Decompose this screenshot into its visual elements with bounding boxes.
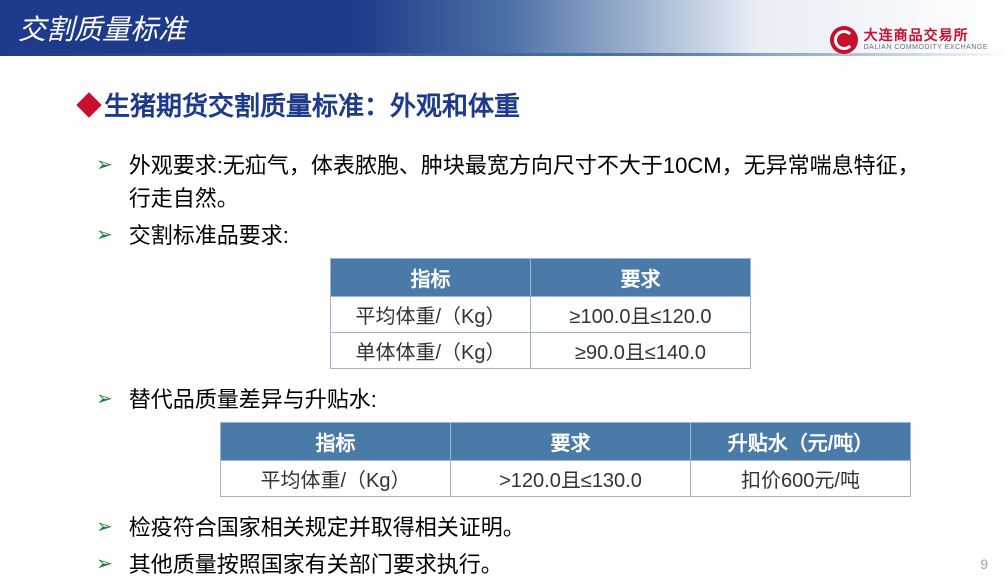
bullet-quarantine: ➢ 检疫符合国家相关规定并取得相关证明。 — [96, 511, 938, 544]
table-header-row: 指标 要求 — [331, 259, 751, 297]
bullet-text: 外观要求:无疝气，体表脓胞、肿块最宽方向尺寸不大于10CM，无异常喘息特征，行走… — [129, 149, 938, 215]
slide-content: 生猪期货交割质量标准：外观和体重 ➢ 外观要求:无疝气，体表脓胞、肿块最宽方向尺… — [0, 56, 1008, 581]
bullet-substitute: ➢ 替代品质量差异与升贴水: — [96, 383, 938, 416]
logo-english: DALIAN COMMODITY EXCHANGE — [864, 44, 988, 52]
table-row: 平均体重/（Kg） ≥100.0且≤120.0 — [331, 297, 751, 333]
table-cell: 扣价600元/吨 — [691, 461, 911, 497]
table-header: 升贴水（元/吨） — [691, 423, 911, 461]
arrow-icon: ➢ — [96, 222, 113, 247]
table-header-row: 指标 要求 升贴水（元/吨） — [221, 423, 911, 461]
bullet-text: 替代品质量差异与升贴水: — [129, 383, 377, 416]
table-cell: >120.0且≤130.0 — [451, 461, 691, 497]
substitute-table: 指标 要求 升贴水（元/吨） 平均体重/（Kg） >120.0且≤130.0 扣… — [220, 422, 911, 497]
arrow-icon: ➢ — [96, 152, 113, 177]
section-title-text: 生猪期货交割质量标准：外观和体重 — [104, 86, 520, 123]
table-header: 指标 — [331, 259, 531, 297]
header-title: 交割质量标准 — [0, 8, 186, 48]
table-header: 指标 — [221, 423, 451, 461]
table-cell: ≥90.0且≤140.0 — [531, 333, 751, 369]
bullet-other: ➢ 其他质量按照国家有关部门要求执行。 — [96, 548, 938, 581]
table-cell: ≥100.0且≤120.0 — [531, 297, 751, 333]
slide-header: 交割质量标准 大连商品交易所 DALIAN COMMODITY EXCHANGE — [0, 0, 1008, 56]
bullet-appearance: ➢ 外观要求:无疝气，体表脓胞、肿块最宽方向尺寸不大于10CM，无异常喘息特征，… — [96, 149, 938, 215]
table-row: 平均体重/（Kg） >120.0且≤130.0 扣价600元/吨 — [221, 461, 911, 497]
diamond-bullet-icon — [76, 92, 101, 117]
table-cell: 平均体重/（Kg） — [221, 461, 451, 497]
arrow-icon: ➢ — [96, 551, 113, 576]
bullet-standard: ➢ 交割标准品要求: — [96, 219, 938, 252]
exchange-logo: 大连商品交易所 DALIAN COMMODITY EXCHANGE — [830, 26, 988, 54]
bullet-text: 其他质量按照国家有关部门要求执行。 — [129, 548, 503, 581]
table-header: 要求 — [531, 259, 751, 297]
logo-text: 大连商品交易所 DALIAN COMMODITY EXCHANGE — [864, 28, 988, 51]
standard-table: 指标 要求 平均体重/（Kg） ≥100.0且≤120.0 单体体重/（Kg） … — [330, 258, 751, 369]
bullet-text: 交割标准品要求: — [129, 219, 289, 252]
logo-icon — [830, 26, 858, 54]
table-row: 单体体重/（Kg） ≥90.0且≤140.0 — [331, 333, 751, 369]
arrow-icon: ➢ — [96, 386, 113, 411]
arrow-icon: ➢ — [96, 514, 113, 539]
table-cell: 单体体重/（Kg） — [331, 333, 531, 369]
section-title: 生猪期货交割质量标准：外观和体重 — [80, 86, 938, 123]
table-cell: 平均体重/（Kg） — [331, 297, 531, 333]
table-header: 要求 — [451, 423, 691, 461]
logo-chinese: 大连商品交易所 — [864, 28, 988, 43]
page-number: 9 — [980, 556, 988, 572]
bullet-text: 检疫符合国家相关规定并取得相关证明。 — [129, 511, 525, 544]
